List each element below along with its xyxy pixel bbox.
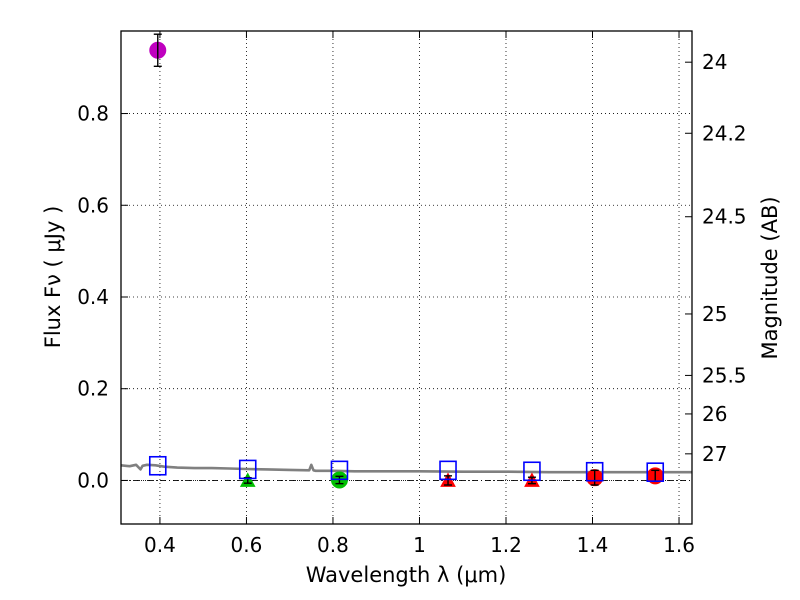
y2-tick-label: 24.2 xyxy=(702,121,747,145)
y2-tick-label: 26 xyxy=(702,402,727,426)
y-tick-label: 0.0 xyxy=(77,468,109,492)
model-photometry-square xyxy=(646,462,665,482)
plot-frame xyxy=(120,30,693,525)
y2-tick-label: 25.5 xyxy=(702,363,747,387)
y2-tick-label: 27 xyxy=(702,442,727,466)
y2-tick-label: 24.5 xyxy=(702,205,747,229)
grid-layer xyxy=(121,31,692,524)
model-photometry-square xyxy=(238,459,257,480)
x-tick-label: 0.6 xyxy=(231,533,263,557)
plot-layer xyxy=(120,33,692,489)
y-tick-label: 0.8 xyxy=(77,102,109,126)
model-photometry-square xyxy=(585,461,604,482)
x-tick-label: 1 xyxy=(413,533,426,557)
model-photometry-square xyxy=(523,461,541,482)
x-tick-label: 1.2 xyxy=(490,533,522,557)
x-tick-label: 0.8 xyxy=(317,533,349,557)
y-tick-label: 0.4 xyxy=(77,285,109,309)
model-spectrum-line xyxy=(120,463,692,474)
y-axis-label: Flux Fν ( μJy ) xyxy=(41,206,65,349)
y-tick-label: 0.6 xyxy=(77,193,109,217)
model-photometry-square xyxy=(330,460,349,481)
y-tick-label: 0.2 xyxy=(77,377,109,401)
model-photometry-square xyxy=(439,460,457,481)
y2-tick-label: 25 xyxy=(702,302,727,326)
x-tick-label: 0.4 xyxy=(144,533,176,557)
x-axis-label: Wavelength λ (μm) xyxy=(306,563,507,587)
y2-axis-label: Magnitude (AB) xyxy=(758,196,782,359)
model-photometry-square xyxy=(148,455,167,476)
tick-layer: 0.4 0.6 0.8 1 1.2 1.4 1.6 0.0 0.2 0.4 0.6 0.8 24 24.2… xyxy=(77,31,747,557)
y2-tick-label: 24 xyxy=(702,50,727,74)
x-tick-label: 1.4 xyxy=(577,533,609,557)
x-tick-label: 1.6 xyxy=(663,533,695,557)
